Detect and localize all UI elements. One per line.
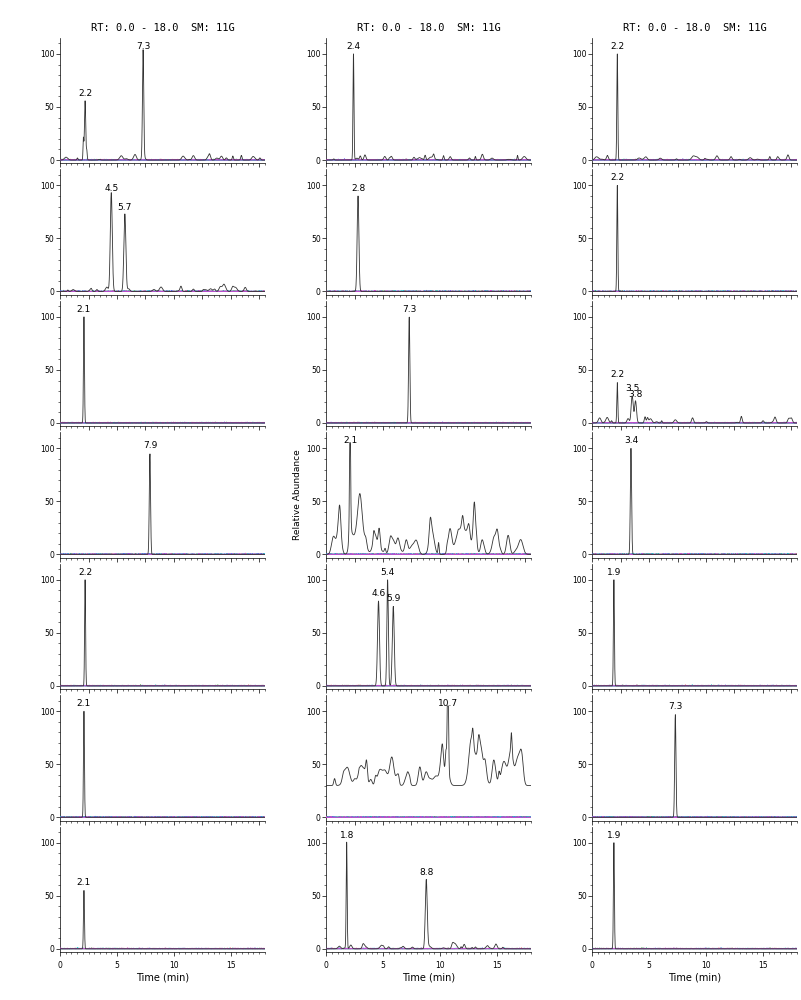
Text: RT: 0.0 - 18.0  SM: 11G: RT: 0.0 - 18.0 SM: 11G xyxy=(356,23,501,33)
Text: 4.6: 4.6 xyxy=(372,589,385,598)
Text: 3.4: 3.4 xyxy=(624,436,638,445)
Text: 2.1: 2.1 xyxy=(77,699,91,708)
Text: 7.3: 7.3 xyxy=(136,42,151,51)
Text: 2.1: 2.1 xyxy=(77,305,91,314)
Text: 3.8: 3.8 xyxy=(628,390,642,399)
X-axis label: Time (min): Time (min) xyxy=(668,973,721,983)
Text: 7.3: 7.3 xyxy=(402,305,417,314)
Text: 2.4: 2.4 xyxy=(346,42,360,51)
Text: 10.7: 10.7 xyxy=(438,699,458,708)
Text: 7.3: 7.3 xyxy=(668,702,682,711)
Text: 2.2: 2.2 xyxy=(610,370,624,379)
Text: 2.8: 2.8 xyxy=(351,184,365,193)
Text: 8.8: 8.8 xyxy=(419,868,433,877)
Text: 2.1: 2.1 xyxy=(77,878,91,887)
Text: 2.2: 2.2 xyxy=(610,173,624,182)
Text: 7.9: 7.9 xyxy=(143,441,157,450)
Text: 2.1: 2.1 xyxy=(343,436,357,445)
Text: 5.7: 5.7 xyxy=(118,203,132,212)
Text: RT: 0.0 - 18.0  SM: 11G: RT: 0.0 - 18.0 SM: 11G xyxy=(91,23,235,33)
X-axis label: Time (min): Time (min) xyxy=(402,973,455,983)
Y-axis label: Relative Abundance: Relative Abundance xyxy=(293,450,302,540)
Text: 4.5: 4.5 xyxy=(104,184,119,193)
Text: 2.2: 2.2 xyxy=(610,42,624,51)
Text: 1.9: 1.9 xyxy=(606,831,621,840)
Text: 1.8: 1.8 xyxy=(340,831,354,840)
Text: 3.5: 3.5 xyxy=(625,384,639,393)
Text: 2.2: 2.2 xyxy=(78,89,92,98)
Text: 2.2: 2.2 xyxy=(78,568,92,577)
Text: RT: 0.0 - 18.0  SM: 11G: RT: 0.0 - 18.0 SM: 11G xyxy=(622,23,767,33)
Text: 1.9: 1.9 xyxy=(606,568,621,577)
Text: 5.4: 5.4 xyxy=(380,568,395,577)
Text: 5.9: 5.9 xyxy=(386,594,400,603)
X-axis label: Time (min): Time (min) xyxy=(136,973,189,983)
